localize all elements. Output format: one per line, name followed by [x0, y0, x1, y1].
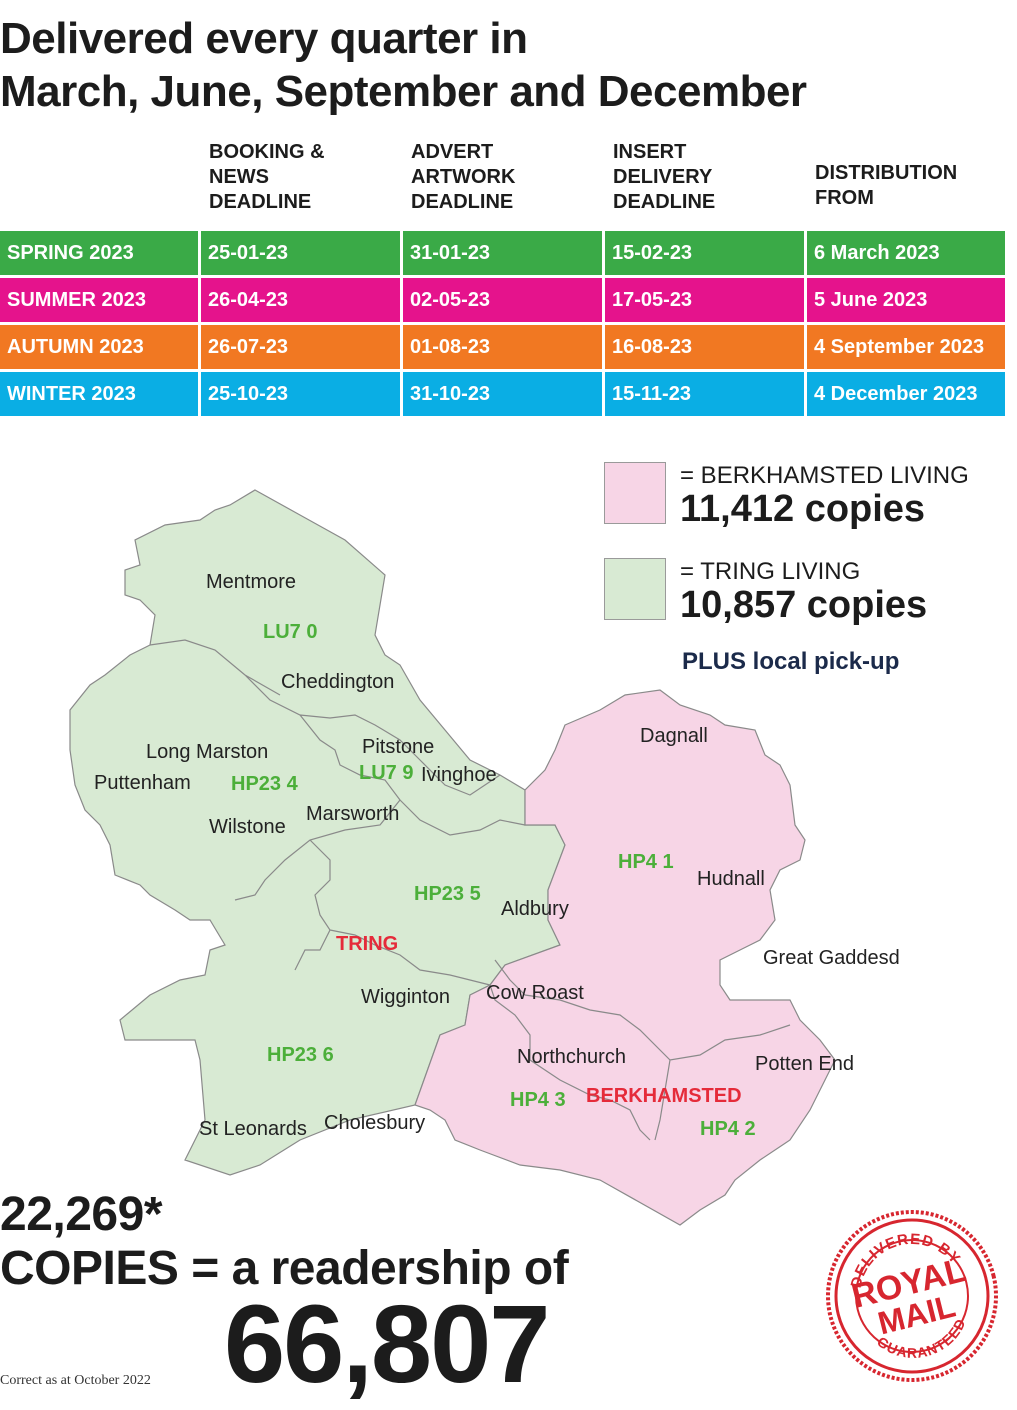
place-potten-end: Potten End — [755, 1053, 854, 1075]
insert-cell: 16-08-23 — [605, 325, 804, 369]
distribution-map: Mentmore Cheddington Long Marston Putten… — [69, 489, 900, 1226]
insert-cell: 15-02-23 — [605, 231, 804, 275]
distribution-cell: 4 December 2023 — [807, 372, 1005, 416]
place-great-gaddesden: Great Gaddesden — [763, 947, 900, 969]
place-puttenham: Puttenham — [94, 772, 191, 794]
place-long-marston: Long Marston — [146, 741, 268, 763]
legend-tring-swatch — [604, 558, 666, 620]
header-artwork: ADVERT ARTWORK DEADLINE — [411, 141, 516, 213]
readership-line: COPIES = a readership of — [0, 1242, 569, 1295]
place-hudnall: Hudnall — [697, 868, 765, 890]
season-cell: SUMMER 2023 — [0, 278, 198, 322]
place-st-leonards: St Leonards — [199, 1118, 307, 1140]
town-berkhamsted: BERKHAMSTED — [586, 1085, 742, 1107]
place-ivinghoe: Ivinghoe — [421, 764, 497, 786]
header-insert: INSERT DELIVERY DEADLINE — [613, 141, 716, 213]
place-wigginton: Wigginton — [361, 986, 450, 1008]
season-cell: WINTER 2023 — [0, 372, 198, 416]
artwork-cell: 31-01-23 — [403, 231, 602, 275]
postcode-hp4-1: HP4 1 — [618, 851, 674, 873]
schedule-header-row: BOOKING & NEWS DEADLINE ADVERT ARTWORK D… — [0, 140, 1005, 228]
season-cell: SPRING 2023 — [0, 231, 198, 275]
headline-line-1: Delivered every quarter in — [0, 14, 528, 63]
insert-cell: 17-05-23 — [605, 278, 804, 322]
artwork-cell: 31-10-23 — [403, 372, 602, 416]
postcode-lu7-0: LU7 0 — [263, 621, 317, 643]
legend-tring-name: = TRING LIVING — [680, 558, 861, 585]
distribution-cell: 6 March 2023 — [807, 231, 1005, 275]
schedule-table: BOOKING & NEWS DEADLINE ADVERT ARTWORK D… — [0, 140, 1005, 416]
booking-cell: 26-04-23 — [201, 278, 400, 322]
season-cell: AUTUMN 2023 — [0, 325, 198, 369]
tring-area — [69, 489, 566, 1176]
total-copies-number: 22,269* — [0, 1188, 163, 1241]
headline-line-2: March, June, September and December — [0, 67, 807, 116]
artwork-cell: 02-05-23 — [403, 278, 602, 322]
boundary-lines — [149, 639, 791, 1141]
schedule-row-winter: WINTER 2023 25-10-23 31-10-23 15-11-23 4… — [0, 372, 1005, 416]
schedule-row-summer: SUMMER 2023 26-04-23 02-05-23 17-05-23 5… — [0, 278, 1005, 322]
place-aldbury: Aldbury — [501, 898, 569, 920]
booking-cell: 25-01-23 — [201, 231, 400, 275]
berkhamsted-area — [414, 689, 836, 1226]
correct-as-at-note: Correct as at October 2022 — [0, 1373, 151, 1388]
place-wilstone: Wilstone — [209, 816, 286, 838]
postcode-hp4-3: HP4 3 — [510, 1089, 566, 1111]
header-booking: BOOKING & NEWS DEADLINE — [209, 141, 325, 213]
postcode-hp23-4: HP23 4 — [231, 773, 299, 795]
readership-number: 66,807 — [224, 1283, 550, 1406]
postcode-hp23-6: HP23 6 — [267, 1044, 334, 1066]
header-season — [0, 140, 201, 228]
postcode-lu7-9: LU7 9 — [359, 762, 413, 784]
place-marsworth: Marsworth — [306, 803, 399, 825]
town-tring: TRING — [336, 933, 398, 955]
distribution-cell: 5 June 2023 — [807, 278, 1005, 322]
place-pitstone: Pitstone — [362, 736, 434, 758]
artwork-cell: 01-08-23 — [403, 325, 602, 369]
header-distribution: DISTRIBUTION FROM — [815, 162, 958, 209]
place-mentmore: Mentmore — [206, 571, 296, 593]
total-copies: 22,269* COPIES = a readership of — [0, 1188, 569, 1296]
place-cholesbury: Cholesbury — [324, 1112, 425, 1134]
distribution-cell: 4 September 2023 — [807, 325, 1005, 369]
place-northchurch: Northchurch — [517, 1046, 626, 1068]
royal-mail-stamp: DELIVERED BY GUARANTEED ROYAL MAIL — [826, 1210, 998, 1382]
booking-cell: 25-10-23 — [201, 372, 400, 416]
legend-pickup: PLUS local pick-up — [682, 648, 900, 675]
place-cheddington: Cheddington — [281, 671, 394, 693]
place-dagnall: Dagnall — [640, 725, 708, 747]
headline: Delivered every quarter in March, June, … — [0, 12, 807, 118]
legend-berkhamsted-name: = BERKHAMSTED LIVING — [680, 462, 969, 489]
insert-cell: 15-11-23 — [605, 372, 804, 416]
legend-berkhamsted-swatch — [604, 462, 666, 524]
legend-tring-copies: 10,857 copies — [680, 584, 928, 626]
place-cow-roast: Cow Roast — [486, 982, 584, 1004]
postcode-hp4-2: HP4 2 — [700, 1118, 756, 1140]
schedule-row-autumn: AUTUMN 2023 26-07-23 01-08-23 16-08-23 4… — [0, 325, 1005, 369]
booking-cell: 26-07-23 — [201, 325, 400, 369]
legend-berkhamsted-copies: 11,412 copies — [680, 488, 926, 530]
postcode-hp23-5: HP23 5 — [414, 883, 481, 905]
schedule-row-spring: SPRING 2023 25-01-23 31-01-23 15-02-23 6… — [0, 231, 1005, 275]
